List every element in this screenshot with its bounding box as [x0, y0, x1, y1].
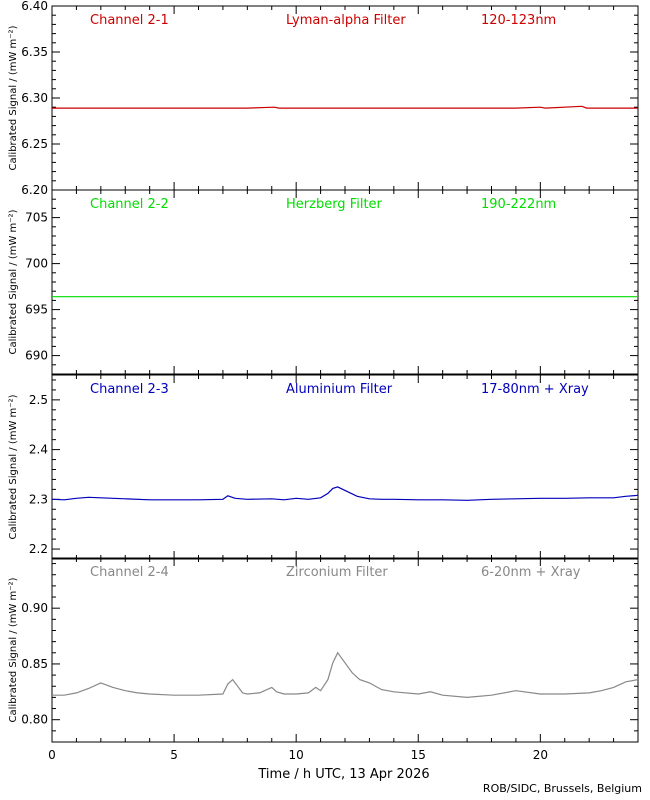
y-tick-label: 690 — [25, 349, 48, 363]
channel-label: Channel 2-2 — [90, 197, 169, 212]
y-tick-label: 2.4 — [29, 443, 48, 457]
panel-frame — [51, 5, 639, 191]
y-tick-label: 2.2 — [29, 542, 48, 556]
panel-1: 6.20 6.25 6.30 6.35 6.40 Calibrated Signal / … — [8, 0, 639, 197]
y-tick-label: 6.20 — [21, 183, 48, 197]
x-tick-label: 0 — [48, 748, 56, 762]
y-tick-label: 0.90 — [21, 601, 48, 615]
y-tick-label: 6.40 — [21, 0, 48, 13]
x-tick-label: 10 — [289, 748, 304, 762]
panel-frame — [51, 557, 639, 743]
y-axis-title: Calibrated Signal / (mW m⁻²) — [8, 577, 19, 722]
filter-label: Aluminium Filter — [286, 382, 393, 397]
y-tick-label: 705 — [25, 211, 48, 225]
band-label: 6-20nm + Xray — [481, 565, 581, 580]
band-label: 17-80nm + Xray — [481, 382, 589, 397]
y-tick-label: 0.80 — [21, 713, 48, 727]
y-axis-title: Calibrated Signal / (mW m⁻²) — [8, 209, 19, 354]
x-tick-label: 15 — [411, 748, 426, 762]
filter-label: Zirconium Filter — [286, 565, 388, 580]
y-tick-label: 2.5 — [29, 393, 48, 407]
y-tick-label: 0.85 — [21, 657, 48, 671]
x-axis-title: Time / h UTC, 13 Apr 2026 — [257, 767, 429, 782]
y-tick-label: 2.3 — [29, 492, 48, 506]
channel-label: Channel 2-3 — [90, 382, 169, 397]
y-tick-label: 700 — [25, 257, 48, 271]
band-label: 120-123nm — [481, 13, 556, 28]
filter-label: Herzberg Filter — [286, 197, 383, 212]
y-tick-label: 6.30 — [21, 91, 48, 105]
band-label: 190-222nm — [481, 197, 556, 212]
panel-frame — [51, 374, 639, 560]
panel-2: 690 695 700 705 Calibrated Signal / (mW m⁻²)… — [8, 189, 639, 375]
series-line — [51, 486, 639, 501]
y-axis-title: Calibrated Signal / (mW m⁻²) — [8, 25, 19, 170]
series-line — [52, 105, 638, 109]
panel-frame — [51, 189, 639, 375]
y-tick-label: 6.25 — [21, 137, 48, 151]
series-line — [52, 651, 639, 699]
x-tick-label: 5 — [170, 748, 178, 762]
filter-label: Lyman-alpha Filter — [286, 13, 406, 28]
credit-text: ROB/SIDC, Brussels, Belgium — [483, 782, 642, 795]
y-tick-label: 695 — [25, 303, 48, 317]
panel-3: 2.2 2.3 2.4 2.5 Calibrated Signal / (mW m⁻²)… — [8, 374, 639, 560]
channel-label: Channel 2-4 — [90, 565, 169, 580]
y-tick-label: 6.35 — [21, 45, 48, 59]
channel-label: Channel 2-1 — [90, 13, 169, 28]
chart-panels: 6.20 6.25 6.30 6.35 6.40 Calibrated Signal / … — [8, 0, 639, 762]
x-tick-label: 20 — [533, 748, 548, 762]
y-axis-title: Calibrated Signal / (mW m⁻²) — [8, 394, 19, 539]
